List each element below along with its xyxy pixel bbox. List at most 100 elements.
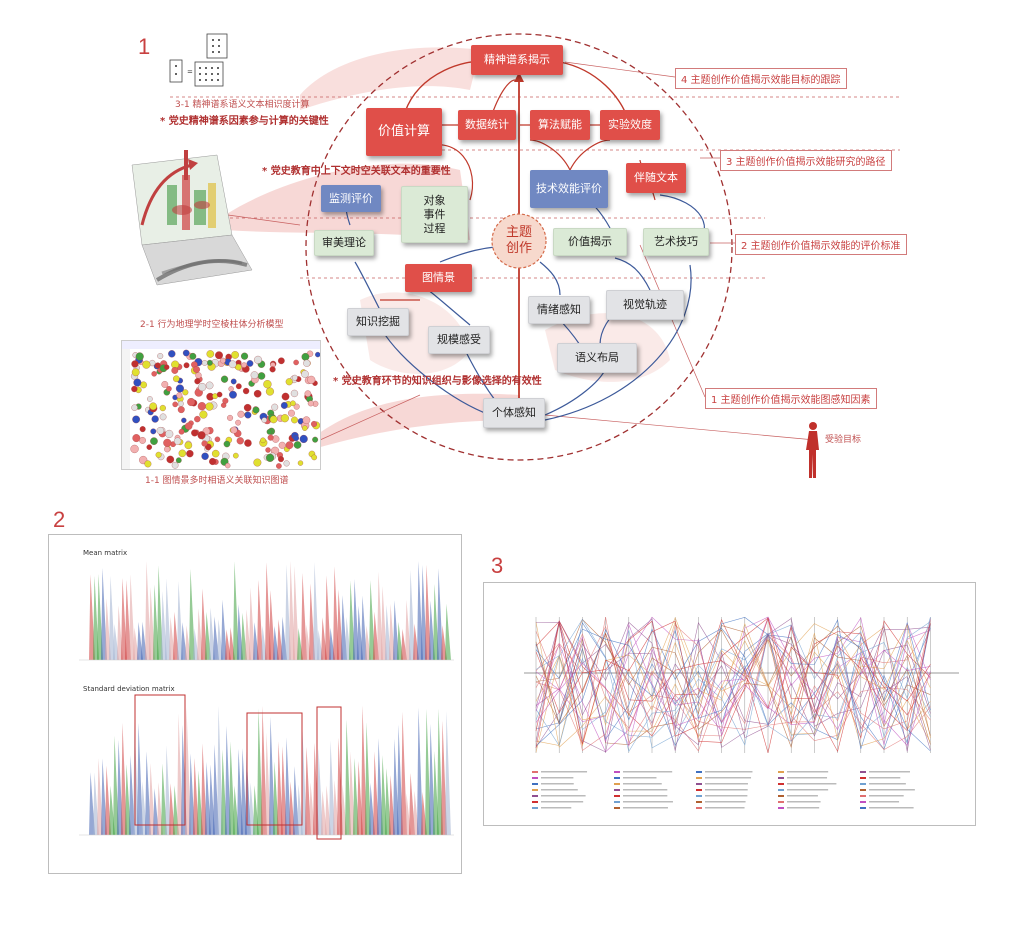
graph-node-dot [291, 416, 298, 424]
knowledge-graph-image [121, 340, 321, 470]
node-semantic-layout: 语义布局 [557, 343, 637, 373]
graph-node-dot [191, 429, 199, 437]
graph-node-dot [233, 452, 239, 459]
matrix-spike [345, 719, 351, 835]
matrix-spike [165, 578, 171, 660]
connector-r1 [639, 244, 706, 398]
pc-legend-swatch [860, 801, 866, 803]
node-experiment: 实验效度 [600, 110, 660, 140]
pc-legend-text-placeholder [869, 771, 910, 773]
graph-node-dot [172, 401, 178, 408]
graph-node-dot [261, 417, 268, 423]
arrow-emotion-center [539, 261, 561, 296]
pc-legend-swatch [614, 777, 620, 779]
graph-node-dot [183, 362, 190, 369]
pc-legend-swatch [860, 795, 866, 797]
graph-node-dot [271, 403, 279, 411]
pc-line [535, 623, 931, 745]
pc-legend-swatch [532, 777, 538, 779]
graph-node-dot [176, 392, 183, 399]
graph-node-dot [166, 386, 172, 392]
pc-legend-swatch [860, 807, 866, 809]
pc-legend-swatch [778, 777, 784, 779]
matrix-spike [229, 741, 235, 835]
graph-node-dot [230, 378, 237, 385]
pc-legend-text-placeholder [541, 801, 584, 803]
pc-legend-text-placeholder [705, 795, 748, 797]
pc-legend-text-placeholder [705, 789, 748, 791]
pc-line [535, 631, 931, 747]
node-companion: 伴随文本 [626, 163, 686, 193]
note-knowledge: * 党史教育环节的知识组织与影像选择的有效性 [333, 376, 542, 387]
graph-node-dot [149, 402, 157, 411]
pc-legend-swatch [778, 789, 784, 791]
pc-line [535, 616, 931, 747]
matrix-spike [369, 580, 375, 660]
graph-node-dot [171, 367, 179, 374]
graph-node-dot [285, 378, 293, 386]
pc-line [535, 621, 931, 748]
graph-node-dot [171, 461, 179, 469]
graph-node-dot [254, 355, 262, 364]
pc-legend-swatch [696, 789, 702, 791]
matrix-spike [417, 707, 423, 835]
matrix-spike [437, 568, 443, 660]
graph-node-dot [175, 384, 184, 393]
graph-node-dot [243, 403, 252, 412]
pc-line [535, 641, 931, 747]
node-scene: 图情景 [405, 264, 472, 292]
arrow-visual-value [614, 257, 651, 291]
graph-node-dot [280, 402, 288, 409]
matrix-spike [265, 562, 271, 660]
matrix-spike [329, 740, 335, 835]
pc-legend-swatch [614, 795, 620, 797]
target-person-icon [806, 422, 819, 478]
pc-line [535, 648, 931, 748]
graph-node-dot [242, 387, 250, 395]
graph-node-dot [161, 381, 169, 388]
graph-node-dot [278, 441, 286, 449]
graph-node-dot [205, 381, 214, 390]
pc-legend-swatch [778, 795, 784, 797]
pc-line [535, 625, 931, 742]
graph-node-dot [178, 428, 185, 435]
graph-node-dot [220, 357, 226, 364]
pc-legend-text-placeholder [869, 789, 915, 791]
graph-node-dot [130, 444, 139, 454]
graph-node-dot [230, 426, 238, 434]
pc-legend-swatch [614, 807, 620, 809]
pc-line [535, 617, 931, 753]
pc-legend-text-placeholder [869, 795, 904, 797]
graph-node-dot [156, 426, 165, 435]
connector-graph [319, 394, 421, 441]
right-label-2: 2 主题创作价值揭示效能的评价标准 [735, 234, 907, 255]
pc-legend-swatch [860, 777, 866, 779]
matrix-spike [401, 711, 407, 835]
main-axis-arrowhead [514, 72, 524, 82]
graph-node-dot [290, 400, 296, 407]
graph-node-dot [151, 371, 157, 377]
matrix-spike [145, 561, 151, 660]
pc-legend-swatch [778, 801, 784, 803]
center-circle [491, 213, 547, 269]
matrix-spike [257, 579, 263, 660]
target-label: 受验目标 [825, 435, 862, 445]
graph-node-dot [186, 450, 194, 458]
graph-node-dot [193, 366, 200, 373]
graph-node-dot [301, 370, 309, 378]
pc-legend-text-placeholder [869, 777, 901, 779]
graph-node-dot [293, 441, 302, 449]
graph-node-dot [194, 415, 201, 423]
node-monitor: 监测评价 [321, 185, 381, 212]
graph-node-dot [165, 429, 174, 438]
note-3-1: * 党史精神谱系因素参与计算的关键性 [160, 116, 329, 127]
parallel-coords-canvas [524, 616, 959, 809]
graph-node-dot [154, 362, 161, 369]
pc-legend-text-placeholder [705, 783, 748, 785]
pc-legend-swatch [860, 789, 866, 791]
graph-node-dot [184, 422, 193, 430]
matrix-spike [201, 588, 207, 660]
graph-node-dot [144, 460, 152, 468]
node-visual-track: 视觉轨迹 [606, 290, 684, 320]
arrow-tech-algo [529, 139, 571, 171]
